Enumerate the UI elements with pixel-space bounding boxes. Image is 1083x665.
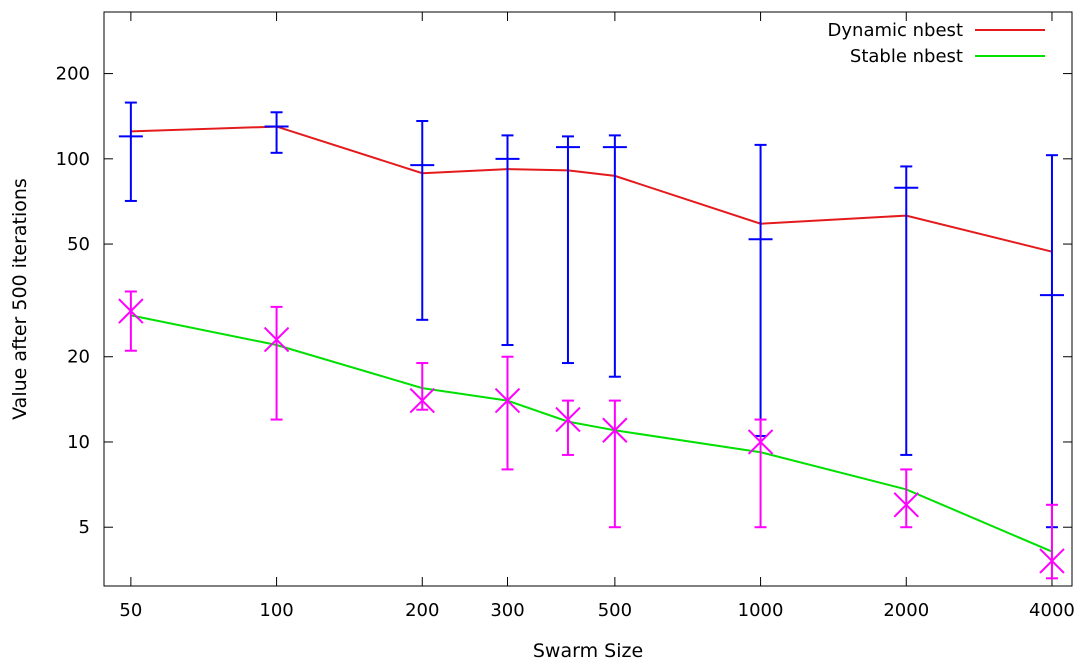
y-tick-label: 200	[56, 64, 90, 85]
axis-ticks: 50 100 200 300 500 1000 2000 4000 5 10 20 50 100 200	[56, 12, 1075, 621]
error-bars	[118, 101, 1065, 580]
legend-label: Stable nbest	[850, 46, 963, 67]
data-point-cross	[409, 387, 435, 414]
x-tick-label: 500	[598, 600, 632, 621]
x-tick-label: 2000	[883, 600, 929, 621]
plot-frame	[103, 11, 1073, 587]
data-point-cross	[555, 406, 581, 433]
data-point-cross	[118, 298, 144, 324]
data-point-cross	[494, 387, 521, 414]
y-tick-label: 5	[79, 517, 90, 538]
x-axis-label: Swarm Size	[533, 640, 643, 661]
data-point-cross	[747, 429, 774, 455]
series-lines	[130, 125, 1053, 553]
x-tick-label: 4000	[1029, 600, 1075, 621]
x-tick-label: 200	[405, 600, 439, 621]
y-tick-label: 50	[67, 234, 90, 255]
series-line-2	[130, 314, 1053, 553]
y-axis-label: Value after 500 iterations	[9, 178, 31, 420]
legend: Dynamic nbest Stable nbest	[828, 20, 1045, 67]
y-tick-label: 20	[67, 347, 90, 368]
x-tick-label: 50	[119, 600, 142, 621]
data-point-cross	[602, 417, 628, 443]
y-tick-label: 10	[67, 432, 90, 453]
data-point-cross	[263, 326, 290, 353]
x-tick-label: 1000	[738, 600, 784, 621]
series-line-1	[130, 125, 1053, 253]
x-tick-label: 300	[490, 600, 524, 621]
x-tick-label: 100	[259, 600, 293, 621]
data-point-cross	[893, 492, 919, 518]
data-point-cross	[1039, 548, 1065, 574]
legend-label: Dynamic nbest	[828, 20, 963, 41]
y-tick-label: 100	[56, 149, 90, 170]
